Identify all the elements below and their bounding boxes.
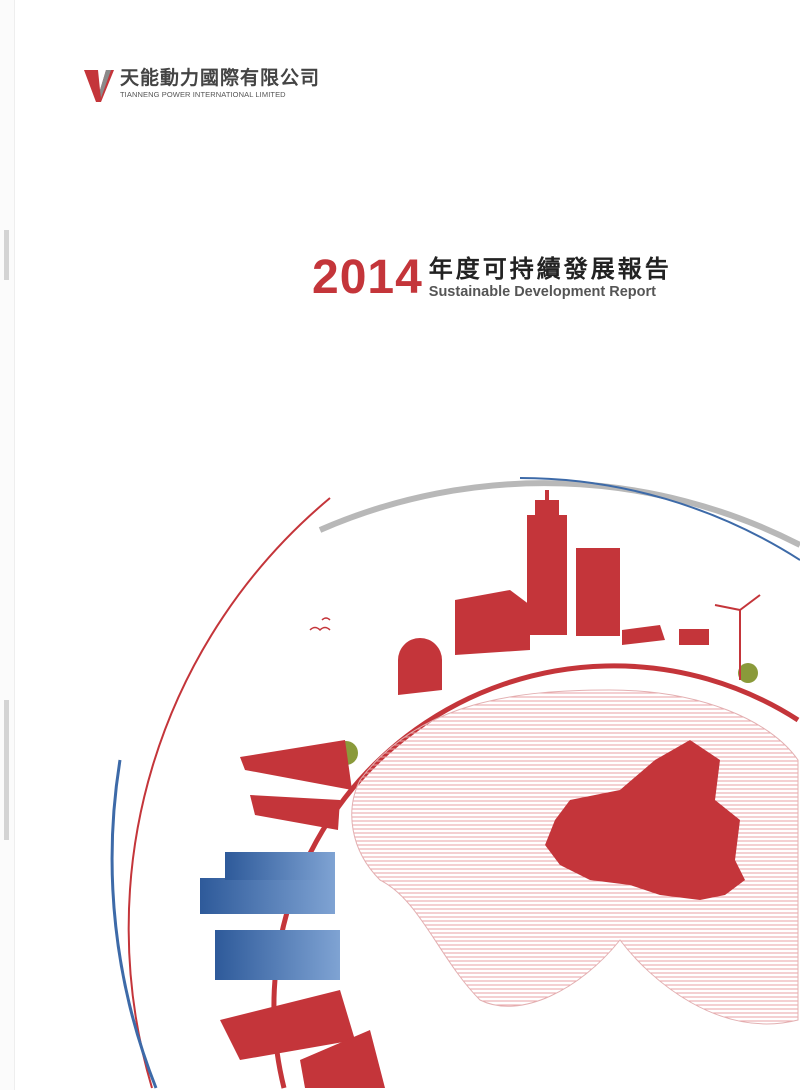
company-name-en: TIANNENG POWER INTERNATIONAL LIMITED (120, 90, 286, 99)
skyline-top (220, 490, 758, 1088)
blue-arc-top (519, 477, 800, 561)
book-spine (0, 0, 15, 1090)
report-title-en: Sustainable Development Report (428, 284, 656, 300)
logo-v-icon (84, 70, 114, 102)
gray-arc (318, 480, 800, 548)
blue-arc-left (110, 759, 158, 1089)
company-logo: 天能動力國際有限公司 TIANNENG POWER INTERNATIONAL … (84, 68, 320, 102)
skyline-left-blue (200, 852, 340, 980)
report-title-cn: 年度可持續發展報告 (428, 256, 672, 283)
report-title: 2014 年度可持續發展報告 Sustainable Development R… (312, 254, 672, 302)
solar-wind (679, 594, 761, 680)
spine-text-mark (4, 700, 9, 840)
birds (309, 617, 331, 632)
report-year: 2014 (312, 251, 423, 304)
china-map (545, 740, 745, 900)
spine-text-mark (4, 230, 9, 280)
red-arc-left (127, 497, 331, 1089)
company-name-cn: 天能動力國際有限公司 (120, 68, 321, 89)
